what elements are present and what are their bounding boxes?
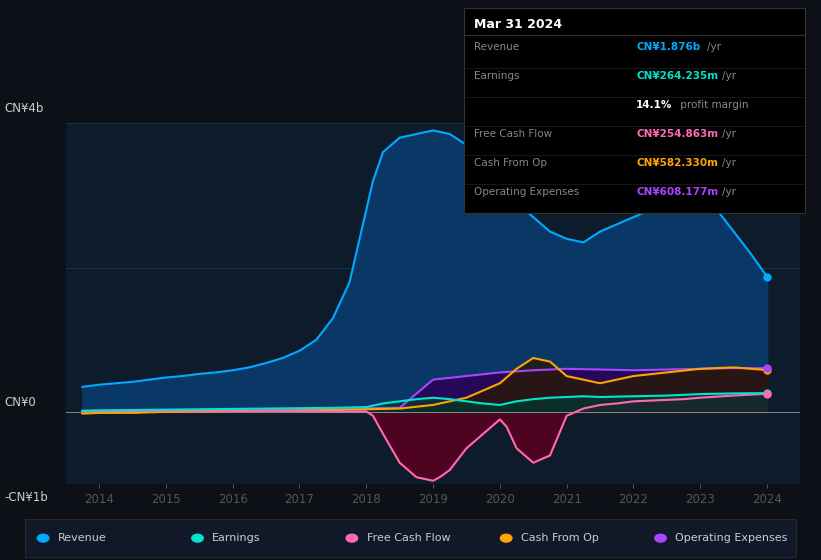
Text: Mar 31 2024: Mar 31 2024 [474,18,562,31]
Text: CN¥264.235m: CN¥264.235m [636,71,718,81]
Text: CN¥254.863m: CN¥254.863m [636,129,718,139]
Text: /yr: /yr [722,71,736,81]
Circle shape [501,534,512,542]
Circle shape [346,534,358,542]
Text: Free Cash Flow: Free Cash Flow [367,533,450,543]
Text: Earnings: Earnings [474,71,519,81]
Text: Free Cash Flow: Free Cash Flow [474,129,552,139]
Text: Operating Expenses: Operating Expenses [676,533,787,543]
Text: Revenue: Revenue [474,42,519,52]
Text: /yr: /yr [722,158,736,168]
Text: Earnings: Earnings [213,533,261,543]
Text: /yr: /yr [722,186,736,197]
Text: CN¥0: CN¥0 [4,396,36,409]
Circle shape [655,534,667,542]
Text: /yr: /yr [722,129,736,139]
Text: CN¥608.177m: CN¥608.177m [636,186,718,197]
Text: 14.1%: 14.1% [636,100,672,110]
Text: -CN¥1b: -CN¥1b [4,491,48,504]
Text: Operating Expenses: Operating Expenses [474,186,579,197]
Text: profit margin: profit margin [677,100,749,110]
FancyBboxPatch shape [464,8,805,213]
Text: Revenue: Revenue [58,533,107,543]
Text: Cash From Op: Cash From Op [474,158,547,168]
Text: CN¥1.876b: CN¥1.876b [636,42,700,52]
FancyBboxPatch shape [25,519,796,557]
Text: CN¥582.330m: CN¥582.330m [636,158,718,168]
Text: CN¥4b: CN¥4b [4,102,44,115]
Text: Cash From Op: Cash From Op [521,533,599,543]
Circle shape [192,534,204,542]
Text: /yr: /yr [707,42,721,52]
Circle shape [38,534,49,542]
